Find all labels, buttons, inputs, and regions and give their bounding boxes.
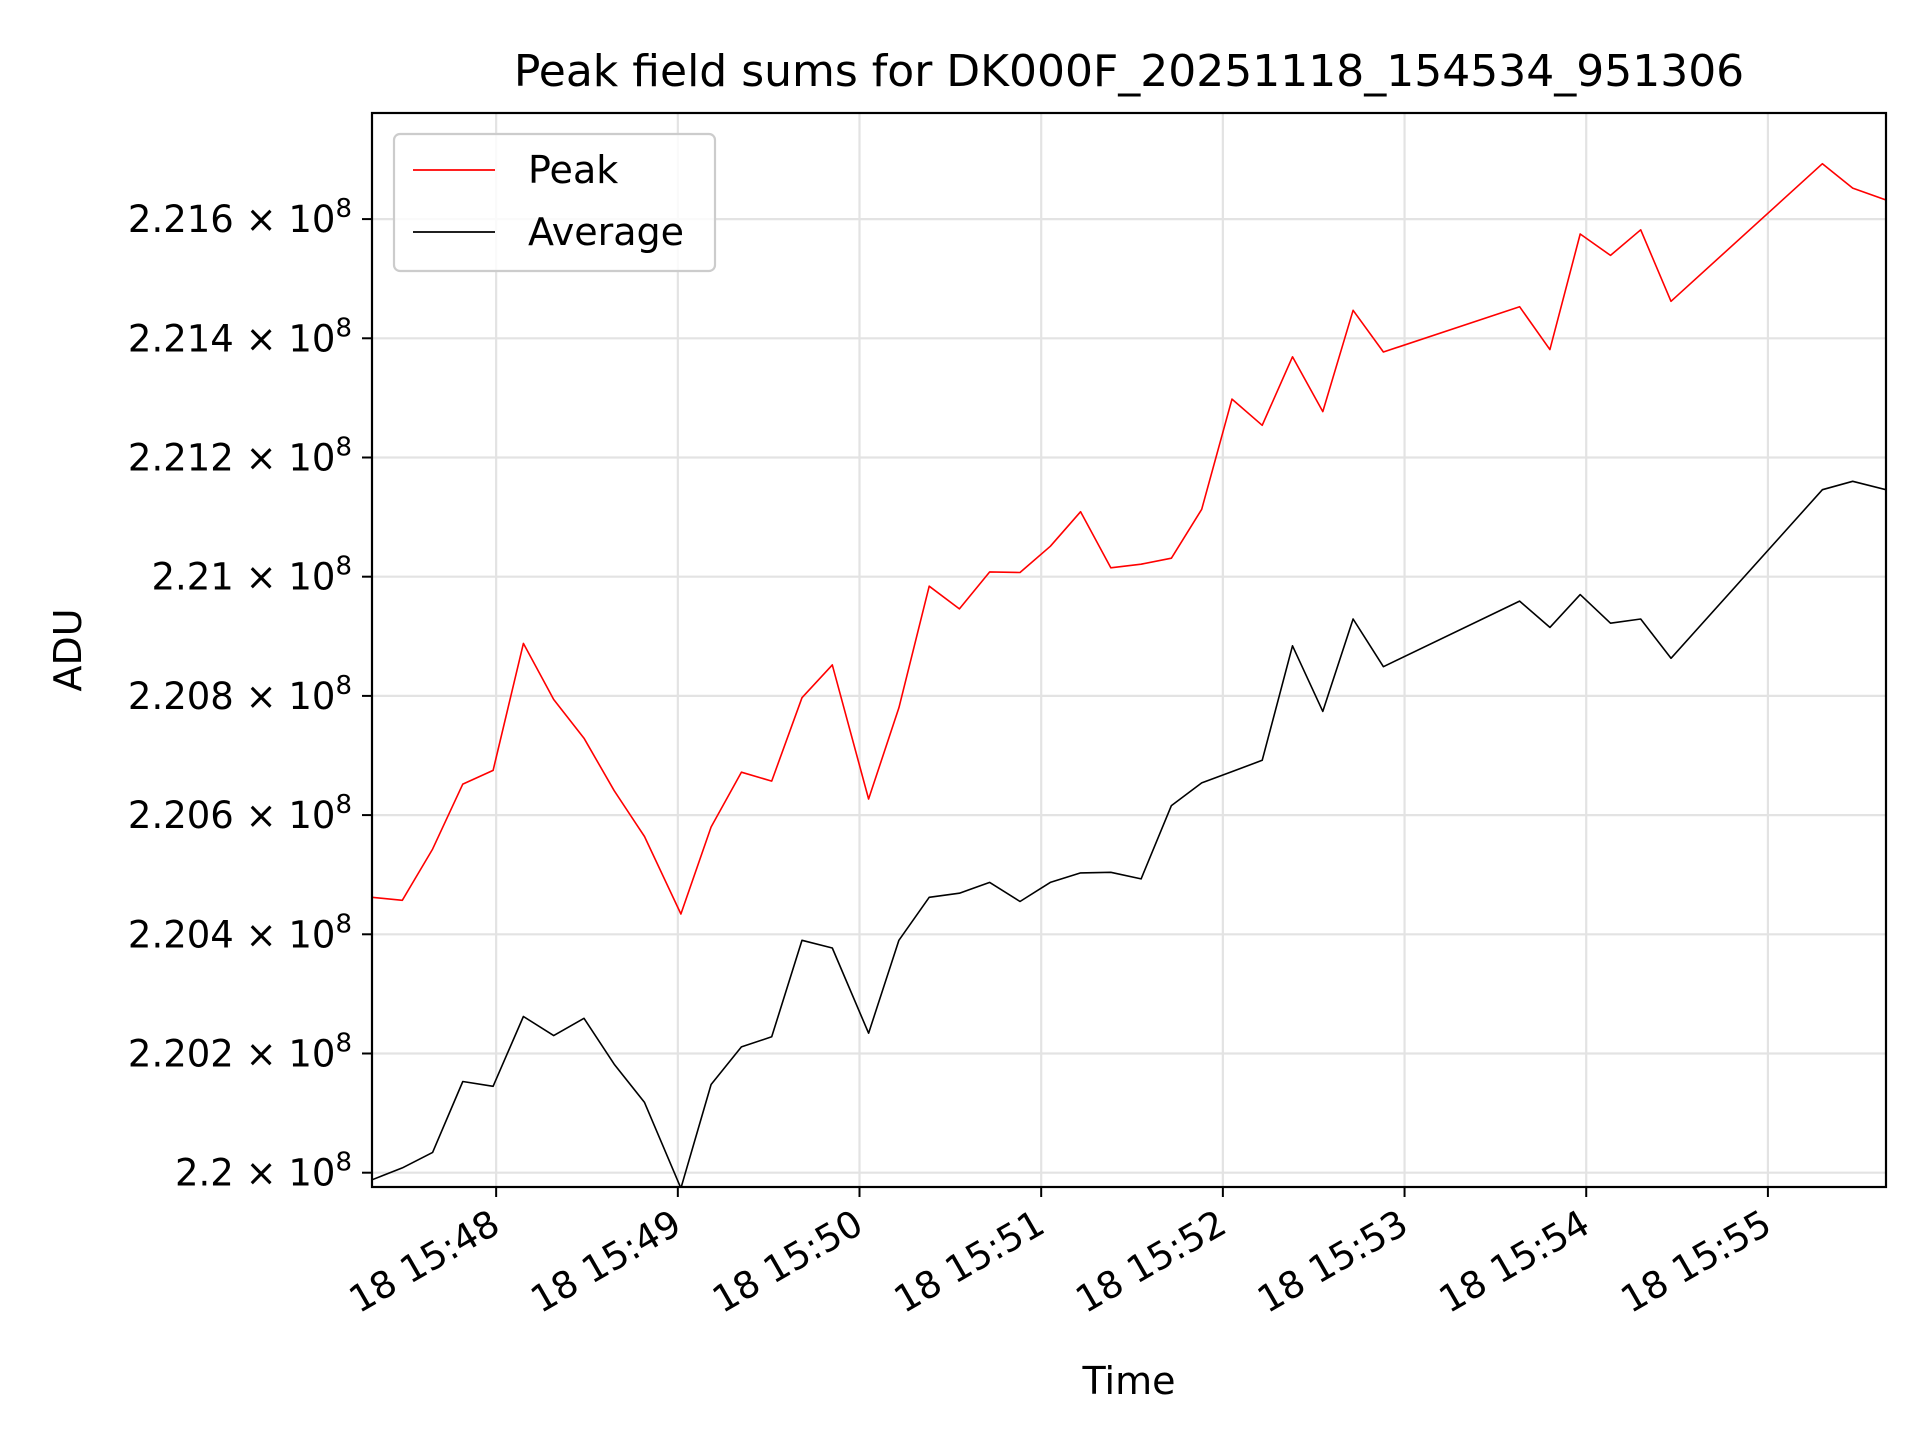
y-tick-exponent: 8	[335, 790, 352, 820]
y-tick-label: 2.21 × 108	[151, 552, 352, 599]
y-tick-label: 2.206 × 108	[128, 790, 352, 837]
y-tick-label: 2.212 × 108	[128, 432, 352, 479]
y-tick-mantissa: 2.214	[128, 317, 246, 360]
legend-box	[392, 132, 717, 273]
y-tick-label: 2.202 × 108	[128, 1028, 352, 1075]
y-tick-label: 2.216 × 108	[128, 194, 352, 241]
y-tick-label: 2.214 × 108	[128, 313, 352, 360]
y-tick-mantissa: 2.202	[128, 1032, 246, 1075]
y-tick-power: × 10	[246, 436, 336, 479]
y-tick-power: × 10	[246, 556, 336, 599]
legend-label-peak: Peak	[528, 148, 618, 192]
y-tick-mantissa: 2.21	[151, 556, 245, 599]
y-tick-power: × 10	[246, 317, 336, 360]
y-tick-power: × 10	[246, 198, 336, 241]
y-tick-label: 2.204 × 108	[128, 909, 352, 956]
y-tick-mantissa: 2.208	[128, 675, 246, 718]
y-tick-power: × 10	[246, 1152, 336, 1195]
y-tick-mantissa: 2.216	[128, 198, 246, 241]
y-tick-power: × 10	[246, 794, 336, 837]
y-tick-exponent: 8	[335, 671, 352, 701]
y-tick-label: 2.208 × 108	[128, 671, 352, 718]
y-tick-mantissa: 2.212	[128, 436, 246, 479]
plot-frame	[370, 111, 1888, 1189]
y-tick-mantissa: 2.2	[175, 1152, 246, 1195]
series-lines	[372, 162, 1886, 1187]
y-tick-exponent: 8	[335, 313, 352, 343]
x-axis-label: Time	[1082, 1359, 1176, 1403]
series-line-peak	[372, 162, 1886, 915]
legend: Peak Average	[392, 132, 717, 273]
chart-title: Peak field sums for DK000F_20251118_1545…	[514, 46, 1744, 97]
y-tick-power: × 10	[246, 675, 336, 718]
y-tick-exponent: 8	[335, 1028, 352, 1058]
y-tick-exponent: 8	[335, 1148, 352, 1178]
series-line-average	[372, 480, 1886, 1187]
y-tick-mantissa: 2.204	[128, 913, 246, 956]
y-tick-exponent: 8	[335, 194, 352, 224]
y-tick-exponent: 8	[335, 909, 352, 939]
y-tick-power: × 10	[246, 913, 336, 956]
y-tick-power: × 10	[246, 1032, 336, 1075]
y-tick-exponent: 8	[335, 552, 352, 582]
y-axis-label: ADU	[46, 608, 90, 691]
y-tick-label: 2.2 × 108	[175, 1148, 352, 1195]
y-tick-exponent: 8	[335, 432, 352, 462]
grid-lines	[372, 113, 1886, 1187]
legend-label-average: Average	[528, 210, 684, 254]
y-tick-mantissa: 2.206	[128, 794, 246, 837]
